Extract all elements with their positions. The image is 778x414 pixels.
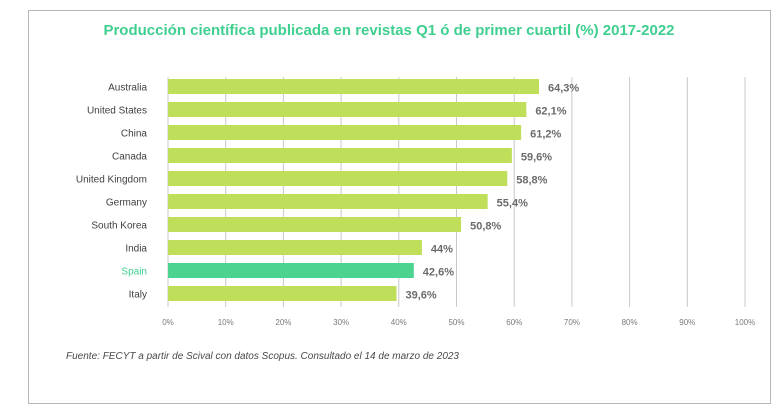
x-tick-label-60: 60% bbox=[506, 318, 522, 327]
value-label-united-states: 62,1% bbox=[535, 106, 566, 118]
value-label-italy: 39,6% bbox=[405, 290, 436, 302]
value-label-china: 61,2% bbox=[530, 129, 561, 141]
bar-canada bbox=[168, 148, 512, 163]
bar-germany bbox=[168, 194, 488, 209]
bar-united-kingdom bbox=[168, 171, 508, 186]
value-label-germany: 55,4% bbox=[497, 198, 528, 210]
x-tick-label-50: 50% bbox=[448, 318, 464, 327]
bar-australia bbox=[168, 79, 540, 94]
x-tick-label-30: 30% bbox=[333, 318, 349, 327]
category-label-united-kingdom: United Kingdom bbox=[76, 175, 147, 186]
x-tick-label-100: 100% bbox=[735, 318, 755, 327]
category-label-canada: Canada bbox=[112, 152, 147, 163]
category-label-germany: Germany bbox=[106, 198, 147, 209]
value-label-spain: 42,6% bbox=[423, 267, 454, 279]
category-label-australia: Australia bbox=[108, 83, 147, 94]
category-label-india: India bbox=[125, 244, 147, 255]
value-label-india: 44% bbox=[431, 244, 453, 256]
x-tick-label-20: 20% bbox=[275, 318, 291, 327]
bar-united-states bbox=[168, 102, 527, 117]
x-tick-label-70: 70% bbox=[564, 318, 580, 327]
category-label-spain: Spain bbox=[121, 267, 147, 278]
category-label-united-states: United States bbox=[87, 106, 147, 117]
x-tick-label-10: 10% bbox=[218, 318, 234, 327]
x-tick-label-80: 80% bbox=[622, 318, 638, 327]
source-note: Fuente: FECYT a partir de Scival con dat… bbox=[66, 351, 459, 362]
x-tick-label-40: 40% bbox=[391, 318, 407, 327]
x-tick-label-0: 0% bbox=[162, 318, 174, 327]
value-label-canada: 59,6% bbox=[521, 152, 552, 164]
value-label-south-korea: 50,8% bbox=[470, 221, 501, 233]
value-label-united-kingdom: 58,8% bbox=[516, 175, 547, 187]
bar-south-korea bbox=[168, 217, 462, 232]
bar-india bbox=[168, 240, 422, 255]
chart-title: Producción científica publicada en revis… bbox=[103, 22, 675, 39]
value-label-australia: 64,3% bbox=[548, 83, 579, 95]
category-label-china: China bbox=[121, 129, 148, 140]
bar-china bbox=[168, 125, 522, 140]
bar-spain bbox=[168, 263, 414, 278]
category-label-south-korea: South Korea bbox=[91, 221, 147, 232]
category-label-italy: Italy bbox=[129, 290, 147, 301]
bar-italy bbox=[168, 286, 397, 301]
x-tick-label-90: 90% bbox=[679, 318, 695, 327]
